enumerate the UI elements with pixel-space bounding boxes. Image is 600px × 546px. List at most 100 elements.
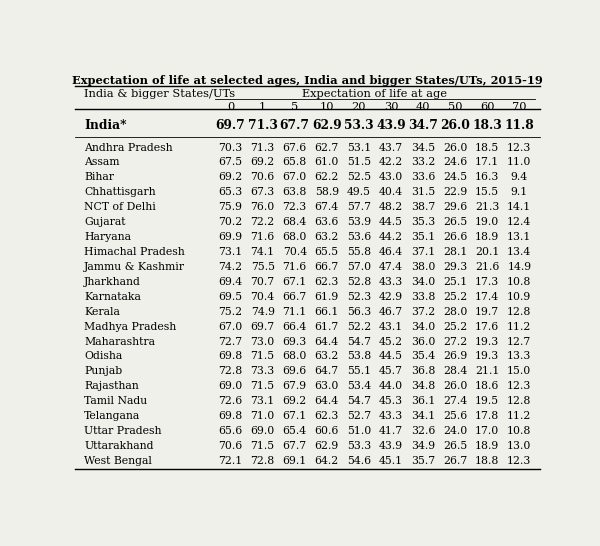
Text: 61.9: 61.9 [314,292,339,302]
Text: India*: India* [84,118,127,132]
Text: Madhya Pradesh: Madhya Pradesh [84,322,176,331]
Text: 40.4: 40.4 [379,187,403,197]
Text: Punjab: Punjab [84,366,122,376]
Text: 52.2: 52.2 [347,322,371,331]
Text: 28.4: 28.4 [443,366,467,376]
Text: 60: 60 [480,102,494,112]
Text: 17.4: 17.4 [475,292,499,302]
Text: 33.8: 33.8 [411,292,435,302]
Text: 44.5: 44.5 [379,352,403,361]
Text: 62.2: 62.2 [314,173,339,182]
Text: 53.3: 53.3 [347,441,371,451]
Text: 19.3: 19.3 [475,352,499,361]
Text: 17.6: 17.6 [475,322,499,331]
Text: 33.2: 33.2 [411,157,435,168]
Text: 13.1: 13.1 [507,232,532,242]
Text: 72.6: 72.6 [218,396,242,406]
Text: 67.7: 67.7 [280,118,310,132]
Text: 71.5: 71.5 [251,441,275,451]
Text: 12.4: 12.4 [507,217,532,227]
Text: 36.0: 36.0 [411,336,435,347]
Text: 73.1: 73.1 [218,247,242,257]
Text: 44.2: 44.2 [379,232,403,242]
Text: 37.1: 37.1 [411,247,435,257]
Text: 61.7: 61.7 [314,322,339,331]
Text: 52.8: 52.8 [347,277,371,287]
Text: 16.3: 16.3 [475,173,499,182]
Text: 5: 5 [291,102,298,112]
Text: 9.4: 9.4 [511,173,528,182]
Text: 62.9: 62.9 [312,118,341,132]
Text: 67.1: 67.1 [283,411,307,421]
Text: 34.1: 34.1 [411,411,435,421]
Text: 10.8: 10.8 [507,277,532,287]
Text: 19.5: 19.5 [475,396,499,406]
Text: 64.4: 64.4 [315,396,339,406]
Text: 33.6: 33.6 [411,173,435,182]
Text: 70.7: 70.7 [251,277,275,287]
Text: 69.1: 69.1 [283,456,307,466]
Text: 67.0: 67.0 [283,173,307,182]
Text: 70.2: 70.2 [218,217,242,227]
Text: Jammu & Kashmir: Jammu & Kashmir [84,262,185,272]
Text: 10.9: 10.9 [507,292,532,302]
Text: 69.2: 69.2 [218,173,242,182]
Text: 15.5: 15.5 [475,187,499,197]
Text: 66.4: 66.4 [283,322,307,331]
Text: 64.2: 64.2 [314,456,339,466]
Text: 63.0: 63.0 [314,381,339,391]
Text: 67.9: 67.9 [283,381,307,391]
Text: 53.6: 53.6 [347,232,371,242]
Text: 35.7: 35.7 [411,456,435,466]
Text: 9.1: 9.1 [511,187,528,197]
Text: 69.4: 69.4 [218,277,242,287]
Text: Himachal Pradesh: Himachal Pradesh [84,247,185,257]
Text: Maharashtra: Maharashtra [84,336,155,347]
Text: 62.9: 62.9 [314,441,339,451]
Text: 36.8: 36.8 [411,366,435,376]
Text: 12.3: 12.3 [507,381,532,391]
Text: Tamil Nadu: Tamil Nadu [84,396,148,406]
Text: 43.3: 43.3 [379,277,403,287]
Text: 65.8: 65.8 [283,157,307,168]
Text: 66.7: 66.7 [314,262,339,272]
Text: 12.8: 12.8 [507,307,532,317]
Text: 53.3: 53.3 [344,118,374,132]
Text: 29.3: 29.3 [443,262,467,272]
Text: 27.2: 27.2 [443,336,467,347]
Text: 69.3: 69.3 [283,336,307,347]
Text: 17.3: 17.3 [475,277,499,287]
Text: 14.9: 14.9 [507,262,532,272]
Text: 69.5: 69.5 [218,292,242,302]
Text: 71.5: 71.5 [251,381,275,391]
Text: 60.6: 60.6 [314,426,339,436]
Text: 61.0: 61.0 [314,157,339,168]
Text: 34.0: 34.0 [411,322,435,331]
Text: 47.4: 47.4 [379,262,403,272]
Text: 62.3: 62.3 [314,411,339,421]
Text: 11.8: 11.8 [505,118,534,132]
Text: 15.0: 15.0 [507,366,532,376]
Text: 65.4: 65.4 [283,426,307,436]
Text: 72.2: 72.2 [251,217,275,227]
Text: 68.0: 68.0 [283,232,307,242]
Text: 26.9: 26.9 [443,352,467,361]
Text: 69.2: 69.2 [283,396,307,406]
Text: 38.7: 38.7 [411,202,435,212]
Text: 20.1: 20.1 [475,247,499,257]
Text: 67.6: 67.6 [283,143,307,152]
Text: 55.8: 55.8 [347,247,371,257]
Text: 57.0: 57.0 [347,262,371,272]
Text: 46.7: 46.7 [379,307,403,317]
Text: 57.7: 57.7 [347,202,371,212]
Text: 1: 1 [259,102,266,112]
Text: 69.0: 69.0 [251,426,275,436]
Text: 11.2: 11.2 [507,322,532,331]
Text: 55.1: 55.1 [347,366,371,376]
Text: 18.6: 18.6 [475,381,499,391]
Text: 71.3: 71.3 [251,143,275,152]
Text: 73.1: 73.1 [251,396,275,406]
Text: 67.7: 67.7 [283,441,307,451]
Text: 69.2: 69.2 [251,157,275,168]
Text: 45.3: 45.3 [379,396,403,406]
